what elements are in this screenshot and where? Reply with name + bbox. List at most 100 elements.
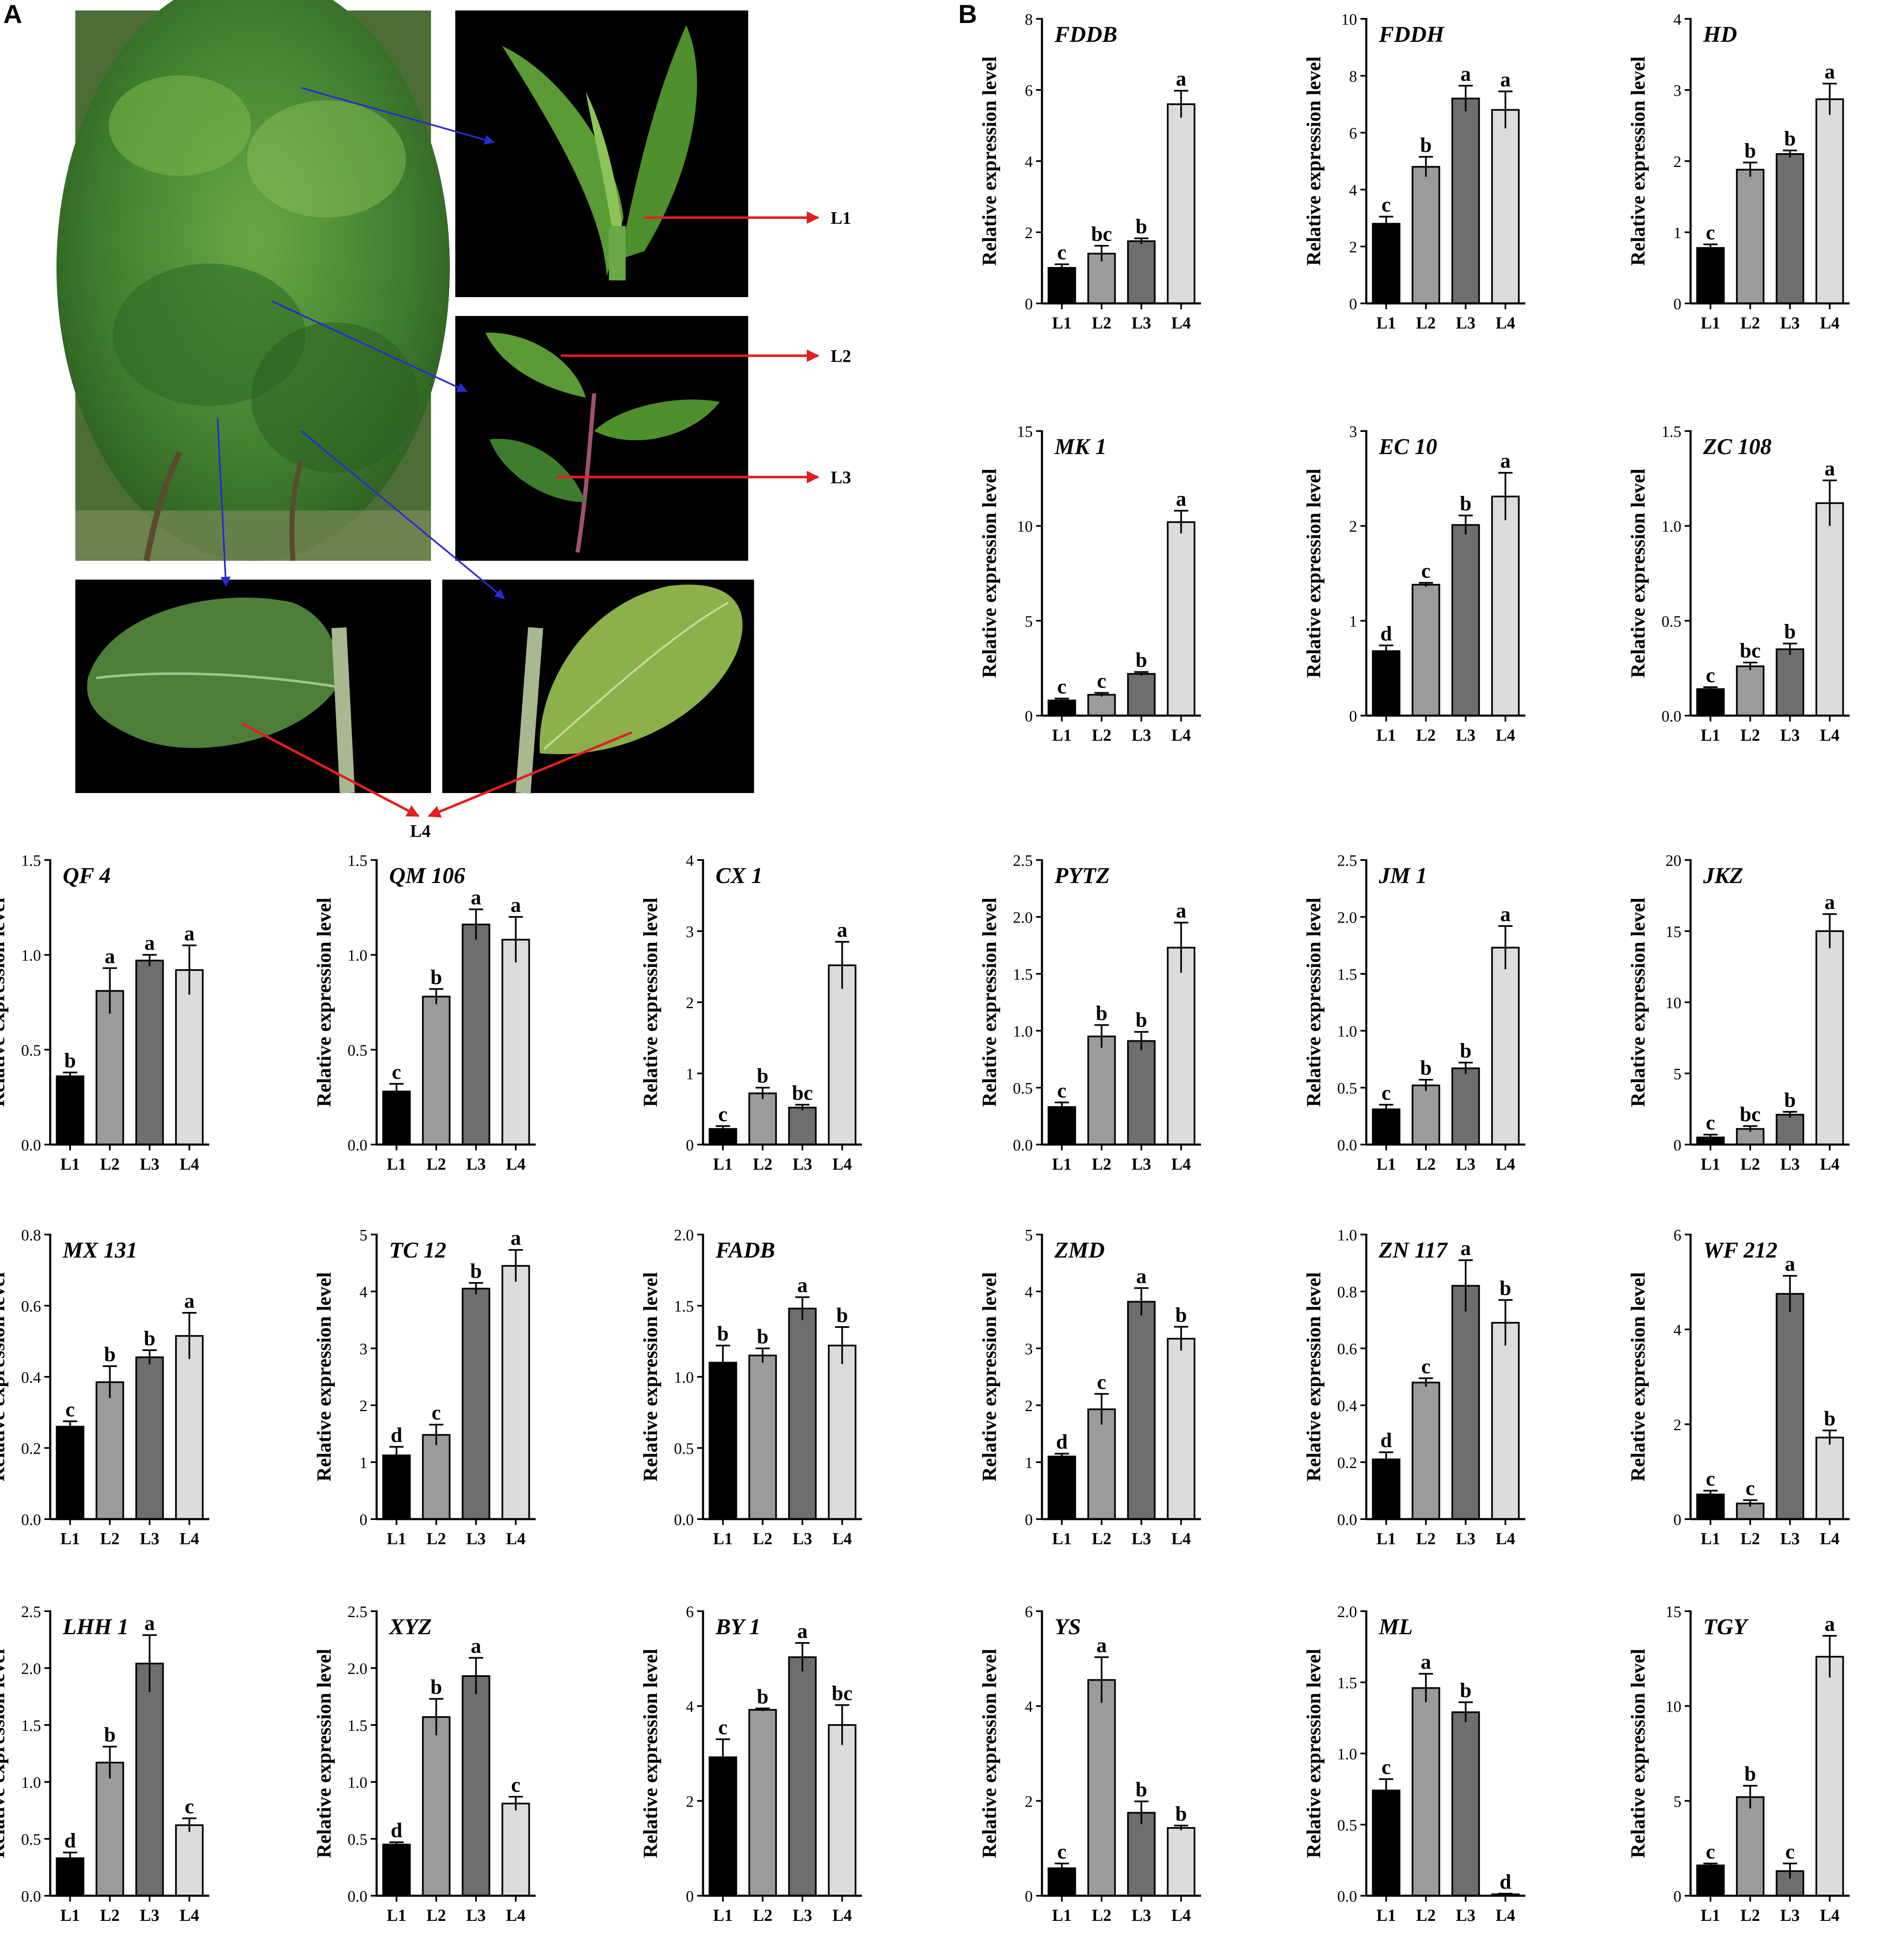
x-tick-label: L1: [1052, 313, 1072, 332]
bar: [828, 1724, 857, 1897]
significance-letter: b: [104, 1343, 116, 1366]
panel-label-a: A: [3, 0, 22, 29]
bar: [175, 1335, 204, 1520]
significance-letter: b: [1784, 1088, 1796, 1112]
y-axis-label: Relative expression level: [639, 1649, 662, 1858]
y-tick-label: 2.5: [348, 1603, 368, 1621]
y-tick-label: 1.0: [348, 947, 368, 965]
x-tick-label: L4: [1820, 1529, 1840, 1548]
y-tick-label: 0: [1349, 295, 1357, 313]
y-axis-label: Relative expression level: [1627, 1272, 1649, 1481]
chart-23: 0.0 0.5 1.0 1.5 2.0 c L1 a L2 b L3 d L4 ML Relative ex…: [1303, 1603, 1525, 1925]
x-tick-label: L2: [1092, 1155, 1111, 1173]
chart-title: JKZ: [1703, 863, 1743, 888]
bar: [422, 1434, 451, 1520]
x-tick-label: L2: [1740, 1529, 1760, 1548]
x-tick-label: L2: [426, 1155, 446, 1173]
y-axis-label: Relative expression level: [313, 898, 335, 1107]
chart-8: 0.0 0.5 1.0 1.5 c L1 b L2 a L3 a L4 QM 106 Relative e…: [313, 852, 536, 1173]
y-tick-label: 2.5: [1013, 852, 1033, 870]
significance-letter: c: [1057, 1840, 1066, 1863]
y-axis-label: Relative expression level: [313, 1649, 335, 1858]
bar: [1372, 223, 1401, 304]
chart-title: XYZ: [388, 1614, 432, 1639]
y-axis-label: Relative expression level: [978, 1649, 1001, 1858]
y-tick-label: 6: [1025, 1603, 1033, 1621]
y-tick-label: 4: [1025, 153, 1033, 171]
significance-letter: c: [1057, 675, 1066, 698]
x-tick-label: L2: [426, 1529, 446, 1548]
leaf-label-l2: L2: [831, 347, 851, 366]
x-tick-label: L4: [506, 1529, 526, 1548]
bar: [175, 1824, 204, 1897]
significance-letter: d: [391, 1818, 403, 1842]
significance-letter: a: [105, 944, 115, 968]
x-tick-label: L4: [180, 1906, 199, 1925]
x-tick-label: L3: [466, 1906, 486, 1925]
y-tick-label: 2: [1025, 1397, 1033, 1415]
x-tick-label: L2: [100, 1155, 120, 1173]
bar: [95, 1761, 124, 1897]
significance-letter: a: [797, 1619, 808, 1643]
x-tick-label: L4: [506, 1155, 526, 1173]
bar: [1167, 947, 1196, 1145]
bar: [1372, 650, 1401, 717]
significance-letter: b: [470, 1259, 482, 1283]
y-axis-label: Relative expression level: [0, 898, 9, 1107]
bar: [828, 1345, 857, 1520]
bar: [708, 1756, 737, 1897]
chart-13: 0.0 0.2 0.4 0.6 0.8 c L1 b L2 b L3 a L4 MX 131 Relativ…: [0, 1227, 209, 1548]
x-tick-label: L3: [1456, 313, 1475, 332]
significance-letter: b: [717, 1322, 729, 1345]
y-tick-label: 2.0: [674, 1227, 694, 1244]
x-tick-label: L4: [180, 1529, 199, 1548]
bar: [1127, 1301, 1156, 1520]
significance-letter: c: [1706, 1840, 1715, 1863]
chart-title: FADB: [715, 1237, 775, 1263]
bar: [462, 924, 490, 1145]
significance-letter: a: [837, 918, 847, 942]
y-tick-label: 1.0: [21, 947, 41, 965]
chart-title: ML: [1378, 1614, 1413, 1639]
y-tick-label: 1: [1673, 224, 1681, 242]
bar: [1087, 1408, 1116, 1520]
significance-letter: c: [1706, 221, 1715, 244]
significance-letter: a: [1824, 457, 1835, 480]
y-tick-label: 2.0: [21, 1660, 41, 1678]
significance-letter: d: [391, 1423, 403, 1446]
y-tick-label: 1.5: [1337, 1674, 1357, 1692]
y-tick-label: 15: [1017, 423, 1033, 441]
significance-letter: d: [1381, 1428, 1392, 1452]
y-tick-label: 15: [1665, 923, 1681, 941]
x-tick-label: L4: [832, 1155, 852, 1173]
x-tick-label: L3: [1780, 726, 1800, 744]
bar: [1127, 1812, 1156, 1897]
significance-letter: a: [511, 1226, 521, 1250]
bar: [1815, 502, 1844, 717]
significance-letter: b: [1175, 1303, 1187, 1326]
bar: [56, 1426, 85, 1520]
bar: [828, 964, 857, 1146]
y-tick-label: 1.0: [1337, 1746, 1357, 1763]
chart-21: 0 2 4 6 c L1 b L2 a L3 bc L4 BY 1 Relative expression…: [639, 1603, 862, 1925]
significance-letter: a: [184, 922, 195, 945]
chart-24: 0 5 10 15 c L1 b L2 c L3 a L4 TGY Relative expression…: [1627, 1603, 1850, 1925]
y-axis-label: Relative expression level: [978, 56, 1001, 266]
bar: [501, 1265, 530, 1520]
x-tick-label: L3: [1132, 1529, 1151, 1548]
chart-title: WF 212: [1703, 1237, 1778, 1263]
chart-title: ZN 117: [1378, 1237, 1448, 1263]
significance-letter: bc: [792, 1081, 813, 1104]
chart-17: 0.0 0.2 0.4 0.6 0.8 1.0 d L1 c L2 a L3 b L4 ZN 117 Rela…: [1303, 1227, 1525, 1548]
y-tick-label: 0.6: [21, 1298, 41, 1315]
chart-title: YS: [1055, 1614, 1081, 1639]
y-tick-label: 0.0: [1337, 1137, 1357, 1154]
x-tick-label: L4: [1496, 313, 1515, 332]
y-tick-label: 1.0: [21, 1774, 41, 1792]
significance-letter: b: [1175, 1802, 1187, 1825]
significance-letter: a: [144, 931, 155, 955]
significance-letter: b: [431, 1675, 442, 1698]
bar: [462, 1675, 490, 1897]
x-tick-label: L3: [1132, 726, 1151, 744]
y-tick-label: 1.0: [1337, 1227, 1357, 1244]
